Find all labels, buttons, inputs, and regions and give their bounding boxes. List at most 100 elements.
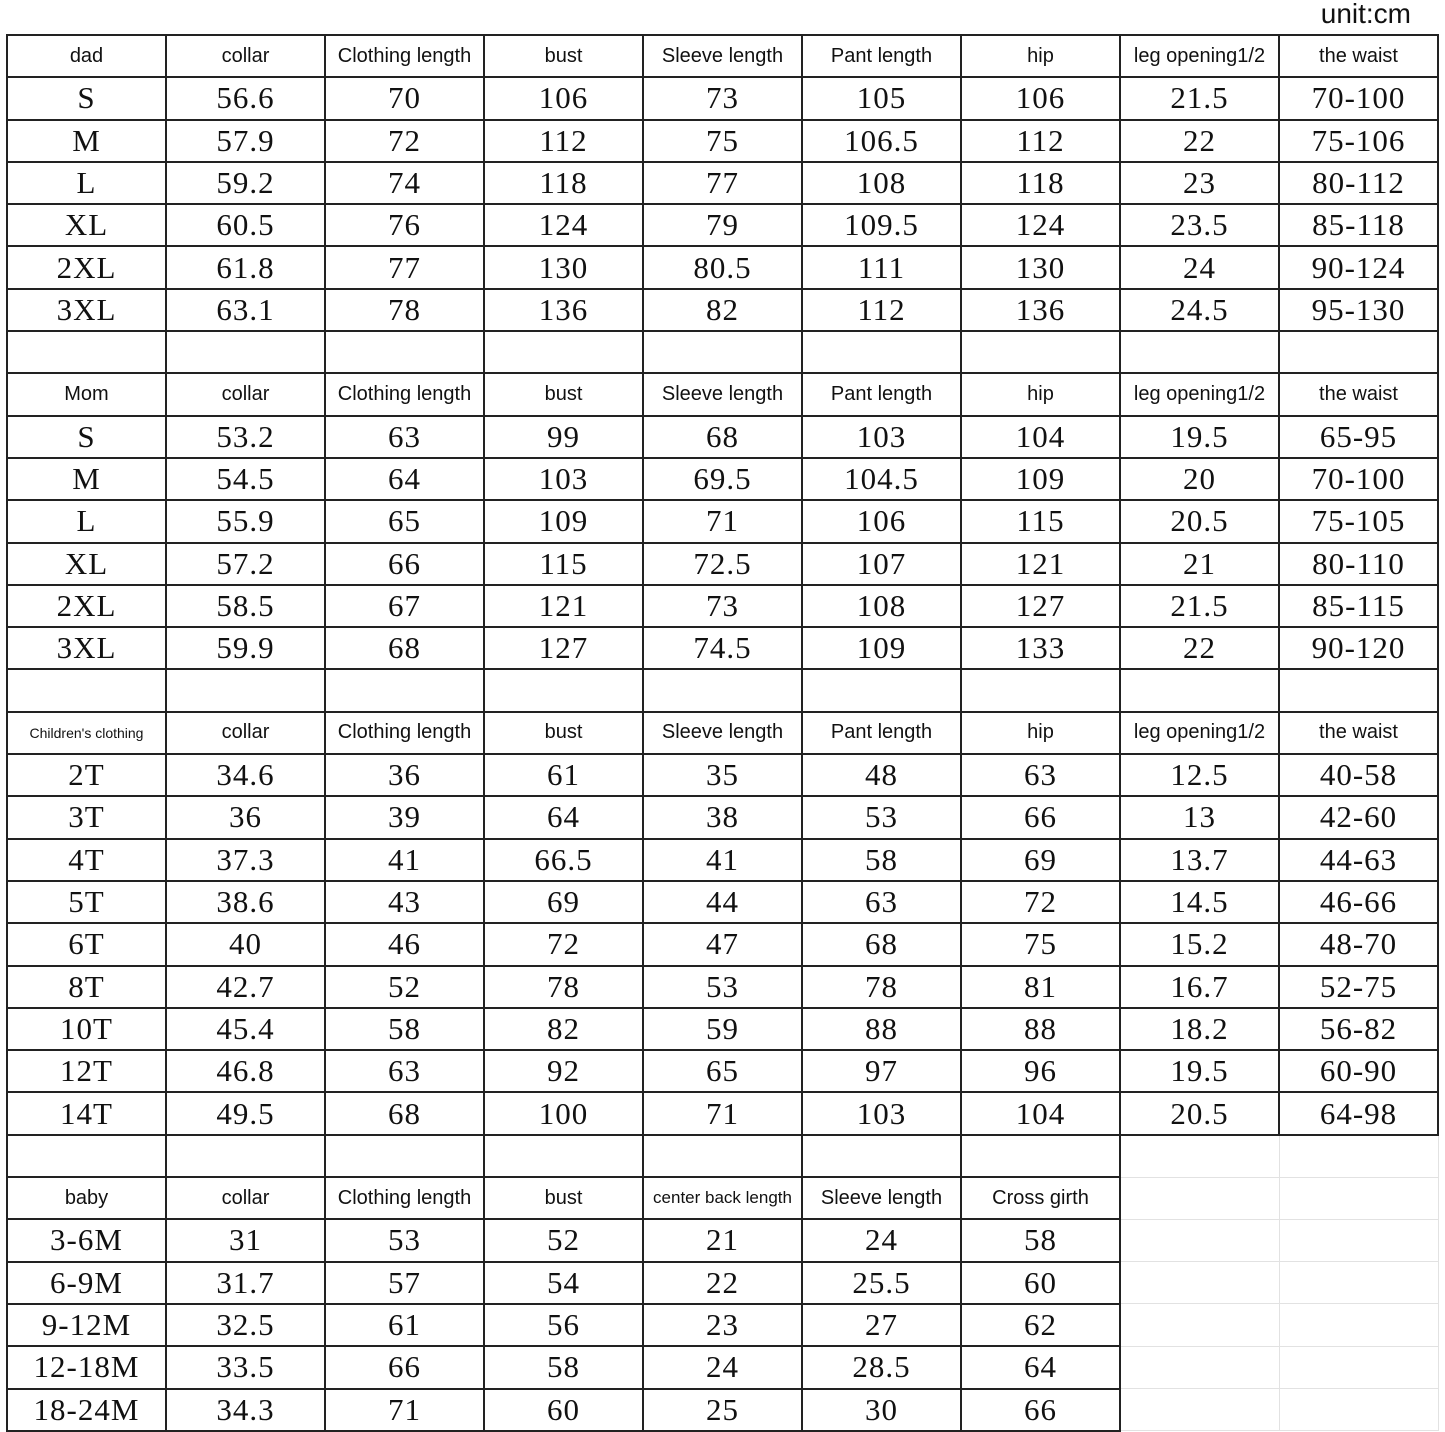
empty-cell (1278, 1345, 1439, 1390)
measurement-cell: 74.5 (642, 626, 803, 671)
measurement-cell: 80.5 (642, 245, 803, 290)
measurement-cell: 118 (960, 160, 1121, 206)
measurement-cell: 60.5 (165, 203, 326, 248)
dad-header-row: dad collar Clothing length bust Sleeve lengt… (6, 33, 1439, 79)
measurement-cell: 56 (483, 1302, 644, 1348)
measurement-cell: 136 (960, 287, 1121, 333)
measurement-cell: 22 (642, 1260, 803, 1305)
measurement-cell: 58 (801, 837, 962, 882)
measurement-cell: 36 (324, 753, 485, 798)
measurement-cell: 82 (642, 287, 803, 333)
measurement-cell: 24.5 (1119, 287, 1280, 333)
size-label: 12-18M (6, 1345, 167, 1390)
measurement-cell: 72 (483, 922, 644, 967)
measurement-cell: 65 (642, 1049, 803, 1094)
measurement-cell: 99 (483, 414, 644, 459)
measurement-cell: 59.9 (165, 626, 326, 671)
column-header: collar (165, 710, 326, 756)
size-label: 10T (6, 1006, 167, 1052)
measurement-cell: 82 (483, 1006, 644, 1052)
measurement-cell: 109 (801, 626, 962, 671)
column-header: the waist (1278, 710, 1439, 756)
column-header: the waist (1278, 372, 1439, 417)
empty-cell (1119, 1176, 1280, 1220)
empty-cell (801, 330, 962, 375)
size-label: 12T (6, 1049, 167, 1094)
empty-cell (1278, 1134, 1439, 1178)
measurement-cell: 111 (801, 245, 962, 290)
dad-size-row: 3XL 63.1 78 136 82 112 136 24.5 95-130 (6, 287, 1439, 333)
measurement-cell: 79 (642, 203, 803, 248)
measurement-cell: 41 (642, 837, 803, 882)
spacer-row (6, 330, 1439, 375)
measurement-cell: 103 (801, 1091, 962, 1136)
mom-size-row: S 53.2 63 99 68 103 104 19.5 65-95 (6, 414, 1439, 459)
column-header: dad (6, 33, 167, 79)
size-label: XL (6, 203, 167, 248)
column-header: bust (483, 33, 644, 79)
mom-size-row: XL 57.2 66 115 72.5 107 121 21 80-110 (6, 541, 1439, 586)
measurement-cell: 48-70 (1278, 922, 1439, 967)
measurement-cell: 55.9 (165, 499, 326, 544)
empty-cell (1119, 1218, 1280, 1263)
measurement-cell: 21.5 (1119, 583, 1280, 629)
mom-size-row: M 54.5 64 103 69.5 104.5 109 20 70-100 (6, 456, 1439, 502)
measurement-cell: 103 (801, 414, 962, 459)
measurement-cell: 106 (483, 76, 644, 121)
measurement-cell: 57.9 (165, 118, 326, 163)
measurement-cell: 75 (960, 922, 1121, 967)
children-size-row: 14T 49.5 68 100 71 103 104 20.5 64-98 (6, 1091, 1439, 1136)
measurement-cell: 100 (483, 1091, 644, 1136)
column-header: leg opening1/2 (1119, 33, 1280, 79)
column-header: leg opening1/2 (1119, 372, 1280, 417)
measurement-cell: 13.7 (1119, 837, 1280, 882)
measurement-cell: 64 (960, 1345, 1121, 1390)
measurement-cell: 96 (960, 1049, 1121, 1094)
measurement-cell: 58 (960, 1218, 1121, 1263)
empty-cell (165, 668, 326, 713)
measurement-cell: 104 (960, 414, 1121, 459)
column-header: Pant length (801, 33, 962, 79)
measurement-cell: 15.2 (1119, 922, 1280, 967)
measurement-cell: 68 (642, 414, 803, 459)
measurement-cell: 103 (483, 456, 644, 502)
measurement-cell: 136 (483, 287, 644, 333)
measurement-cell: 53 (801, 795, 962, 840)
measurement-cell: 63 (324, 414, 485, 459)
measurement-cell: 27 (801, 1302, 962, 1348)
empty-cell (1119, 668, 1280, 713)
measurement-cell: 109.5 (801, 203, 962, 248)
size-label: 2T (6, 753, 167, 798)
empty-cell (1278, 1176, 1439, 1220)
empty-cell (1278, 668, 1439, 713)
measurement-cell: 78 (324, 287, 485, 333)
column-header: Pant length (801, 710, 962, 756)
size-label: L (6, 160, 167, 206)
measurement-cell: 23 (642, 1302, 803, 1348)
measurement-cell: 75-105 (1278, 499, 1439, 544)
size-label: L (6, 499, 167, 544)
measurement-cell: 64 (483, 795, 644, 840)
measurement-cell: 112 (801, 287, 962, 333)
empty-cell (642, 668, 803, 713)
measurement-cell: 124 (483, 203, 644, 248)
measurement-cell: 61 (324, 1302, 485, 1348)
size-label: S (6, 76, 167, 121)
measurement-cell: 66 (960, 795, 1121, 840)
empty-cell (1278, 1387, 1439, 1432)
measurement-cell: 40 (165, 922, 326, 967)
empty-cell (324, 330, 485, 375)
measurement-cell: 33.5 (165, 1345, 326, 1390)
measurement-cell: 30 (801, 1387, 962, 1432)
empty-cell (1278, 1261, 1439, 1305)
column-header: Clothing length (324, 33, 485, 79)
measurement-cell: 115 (960, 499, 1121, 544)
measurement-cell: 88 (960, 1006, 1121, 1052)
measurement-cell: 90-120 (1278, 626, 1439, 671)
unit-label: unit:cm (1320, 0, 1411, 29)
measurement-cell: 81 (960, 964, 1121, 1009)
empty-cell (1119, 1387, 1280, 1432)
empty-cell (6, 668, 167, 713)
size-label: 6T (6, 922, 167, 967)
empty-cell (1119, 1303, 1280, 1347)
